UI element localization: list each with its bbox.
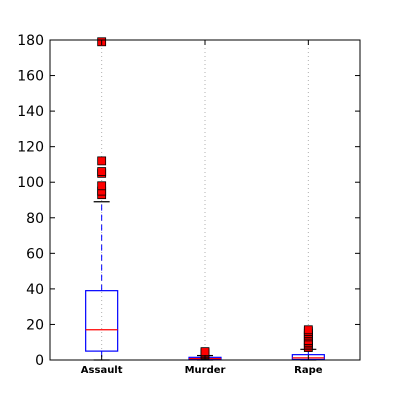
x-tick-label-assault: Assault — [81, 365, 123, 376]
box-layer — [86, 38, 325, 360]
y-tick-label-40: 40 — [26, 282, 44, 298]
outlier-assault-4 — [98, 168, 106, 176]
y-tick-label-60: 60 — [26, 246, 44, 262]
y-tick-label-100: 100 — [17, 175, 44, 191]
outlier-assault-2 — [98, 182, 106, 190]
y-tick-label-140: 140 — [17, 104, 44, 120]
y-tick-label-20: 20 — [26, 317, 44, 333]
grid-layer — [102, 40, 309, 360]
outlier-assault-5 — [98, 157, 106, 165]
x-tick-label-murder: Murder — [185, 365, 226, 376]
outlier-murder-3 — [201, 348, 209, 356]
x-tick-label-rape: Rape — [294, 365, 323, 376]
outlier-rape-9 — [304, 326, 312, 334]
y-tick-label-120: 120 — [17, 140, 44, 156]
y-tick-label-180: 180 — [17, 33, 44, 49]
y-tick-label-160: 160 — [17, 69, 44, 85]
y-tick-label-0: 0 — [35, 353, 44, 369]
y-tick-label-80: 80 — [26, 211, 44, 227]
